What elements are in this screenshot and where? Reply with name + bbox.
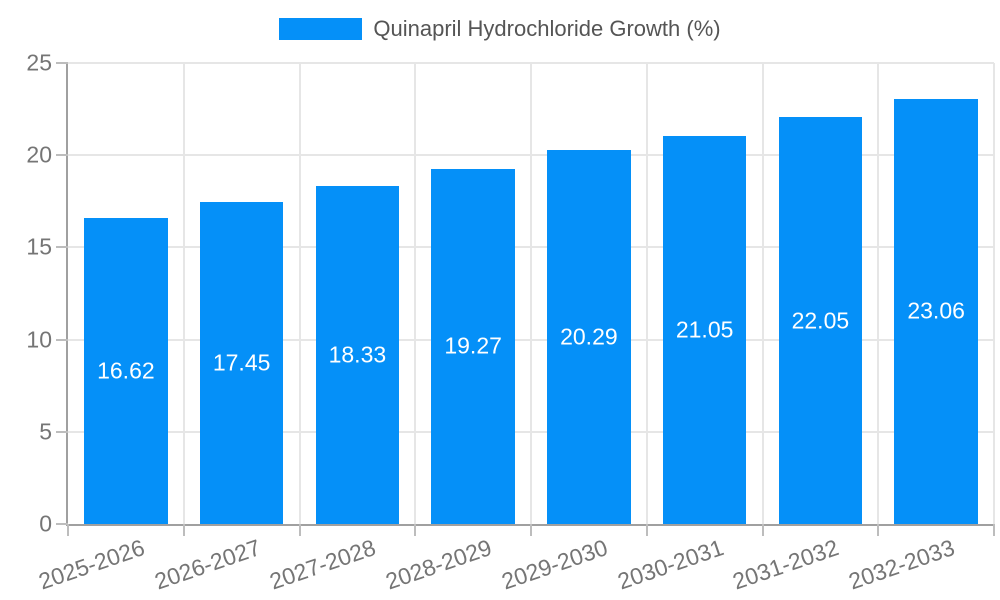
plot-area: 0 5 10 15 20 25 16.62 2025-2026 17.45 2026-2027 18… xyxy=(26,51,995,595)
y-axis-tick-label: 5 xyxy=(39,418,52,445)
x-axis-tick xyxy=(761,524,764,536)
y-axis-tick-label: 0 xyxy=(39,510,52,537)
x-axis-tick xyxy=(67,524,69,536)
y-axis-tick-label: 25 xyxy=(26,49,52,76)
bar[interactable]: 17.45 xyxy=(199,202,284,524)
bar-slot: 22.05 xyxy=(763,63,879,524)
bar[interactable]: 23.06 xyxy=(894,98,978,524)
bar[interactable]: 16.62 xyxy=(84,217,168,524)
bar-slot: 17.45 xyxy=(184,63,300,524)
bar-slot: 20.29 xyxy=(531,63,647,524)
legend-label: Quinapril Hydrochloride Growth (%) xyxy=(373,16,721,41)
x-axis-tick-label: 2028-2029 xyxy=(382,534,495,595)
x-axis-tick-label: 2025-2026 xyxy=(35,534,148,595)
bar-value-label: 19.27 xyxy=(444,332,502,359)
x-axis-tick-label: 2027-2028 xyxy=(266,534,380,595)
x-axis-tick xyxy=(993,524,995,536)
x-axis-tick xyxy=(182,524,185,536)
bar[interactable]: 19.27 xyxy=(431,168,515,524)
legend-swatch xyxy=(279,18,363,40)
bar-value-label: 17.45 xyxy=(212,349,271,376)
y-axis-tick xyxy=(56,430,68,433)
y-axis-tick xyxy=(56,338,68,341)
x-axis-tick xyxy=(877,524,880,536)
bar-slot: 16.62 xyxy=(68,63,184,524)
x-axis-tick-label: 2030-2031 xyxy=(613,534,727,595)
bar[interactable]: 22.05 xyxy=(778,117,863,524)
y-axis-tick xyxy=(56,523,68,525)
x-axis-tick-label: 2031-2032 xyxy=(729,534,843,595)
x-axis-tick xyxy=(530,524,532,536)
bar-value-label: 18.33 xyxy=(328,341,387,368)
x-axis-tick-label: 2026-2027 xyxy=(150,534,264,595)
y-axis-tick-label: 10 xyxy=(26,326,52,353)
y-axis-tick xyxy=(56,246,68,249)
bar[interactable]: 18.33 xyxy=(315,186,400,524)
bar-slot: 23.06 xyxy=(878,63,994,524)
bar-value-label: 21.05 xyxy=(675,316,734,343)
bar-slot: 18.33 xyxy=(300,63,416,524)
x-axis-tick xyxy=(298,524,301,536)
x-axis-tick xyxy=(645,524,648,536)
y-axis-tick xyxy=(56,62,68,64)
legend-item[interactable]: Quinapril Hydrochloride Growth (%) xyxy=(279,16,721,41)
bar-value-label: 23.06 xyxy=(907,297,965,324)
legend: Quinapril Hydrochloride Growth (%) xyxy=(0,18,1000,40)
bar-slot: 21.05 xyxy=(647,63,763,524)
bar[interactable]: 21.05 xyxy=(662,135,747,524)
y-axis-tick-label: 20 xyxy=(26,141,52,168)
y-axis-tick-label: 15 xyxy=(26,233,52,260)
y-axis-tick xyxy=(56,154,68,157)
x-axis-tick-label: 2029-2030 xyxy=(498,534,611,595)
bar-value-label: 16.62 xyxy=(97,357,155,384)
bar-value-label: 20.29 xyxy=(560,323,618,350)
bar-slot: 19.27 xyxy=(415,63,531,524)
bar-value-label: 22.05 xyxy=(791,307,850,334)
x-axis-tick xyxy=(414,524,417,536)
x-axis-tick-label: 2032-2033 xyxy=(845,534,958,595)
bar[interactable]: 20.29 xyxy=(547,149,631,524)
